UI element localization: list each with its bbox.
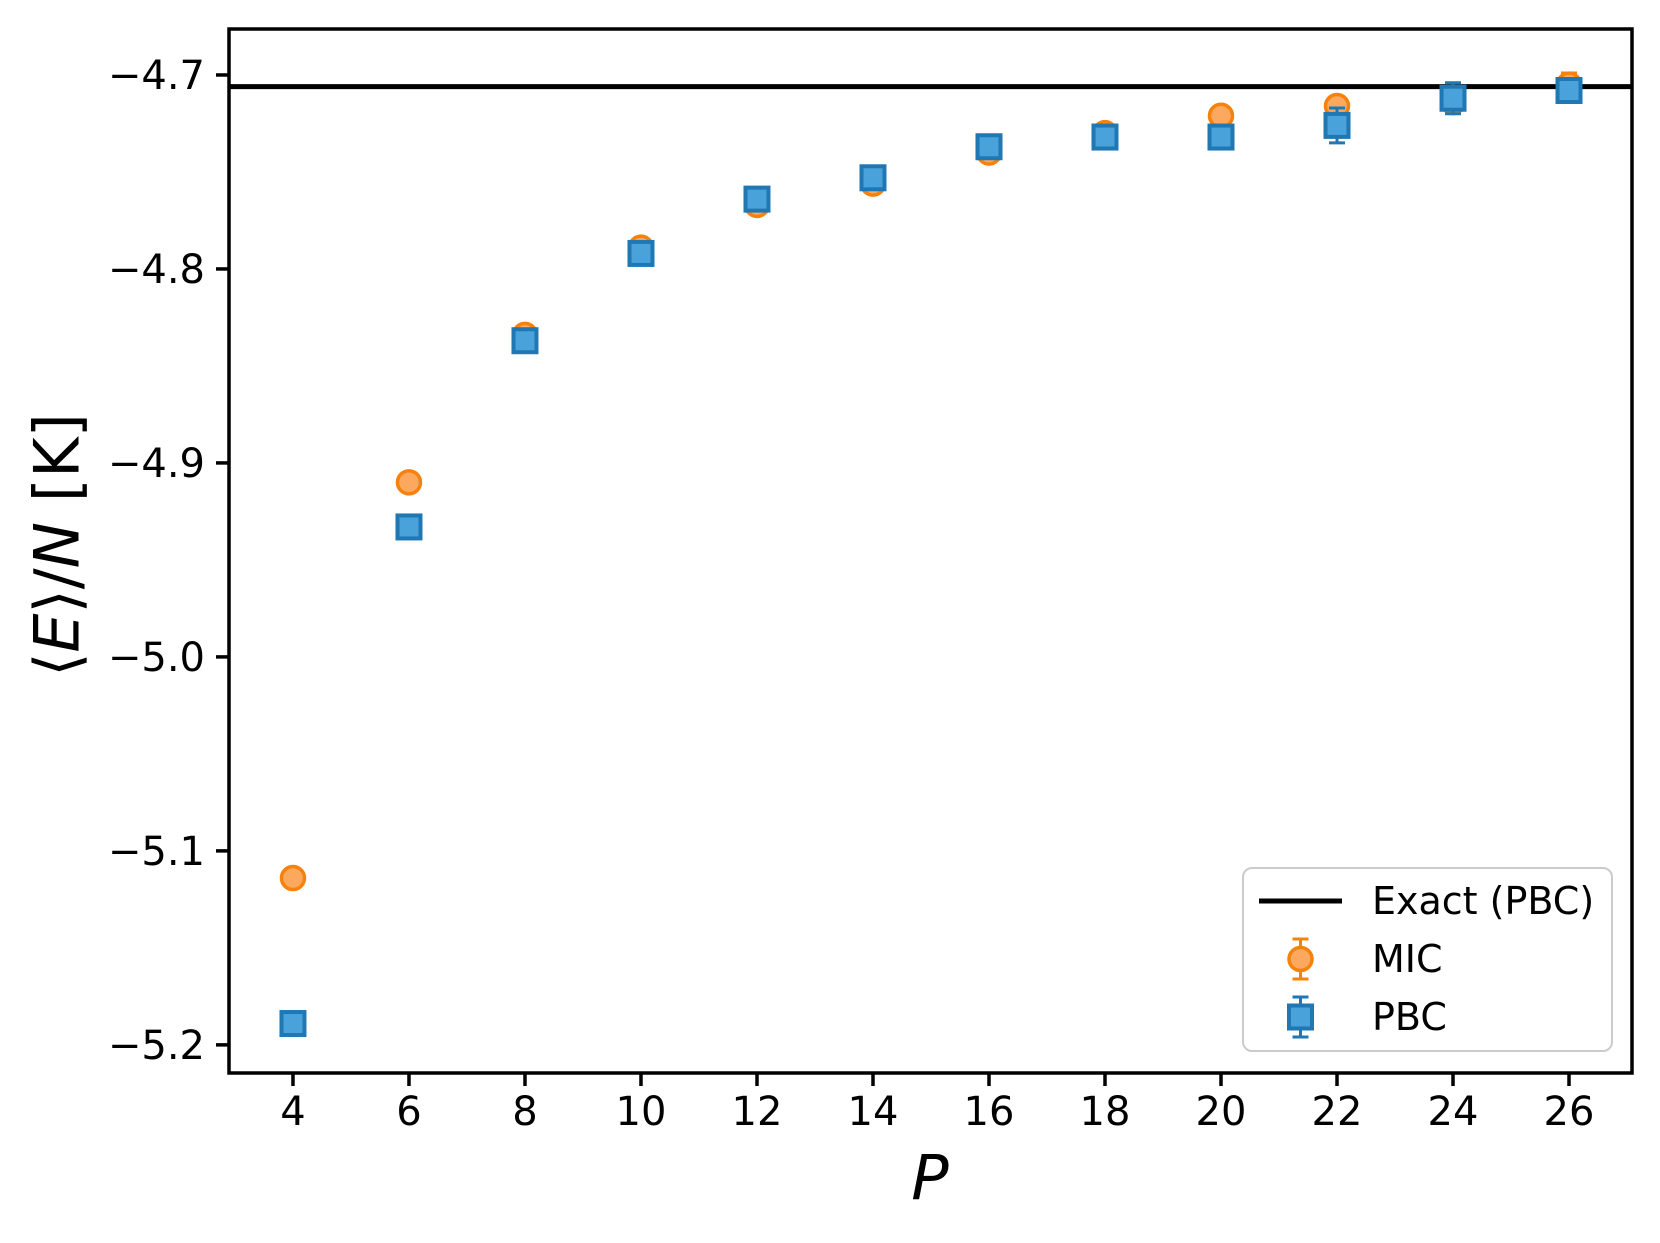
legend-label-exact: Exact (PBC) [1372, 879, 1595, 923]
x-tick-label: 12 [732, 1089, 783, 1135]
pbc-marker-icon [1287, 995, 1314, 1039]
pbc-data-point [1091, 123, 1119, 151]
legend-row-exact: Exact (PBC) [1244, 873, 1611, 929]
y-tick-label: −5.2 [108, 1023, 205, 1069]
mic-data-point [395, 469, 423, 496]
y-axis-label-part: [K] [20, 413, 94, 522]
y-axis-label-part: E [20, 613, 94, 653]
y-axis-label: ⟨E⟩/N [K] [21, 413, 94, 677]
legend-row-mic: MIC [1244, 931, 1611, 987]
pbc-data-point [511, 327, 539, 355]
pbc-data-point [975, 133, 1003, 161]
pbc-data-point [627, 239, 655, 267]
mic-marker-icon [1287, 937, 1314, 981]
x-tick-label: 8 [512, 1089, 537, 1135]
y-tick-label: −5.1 [108, 829, 205, 875]
pbc-data-point [1555, 76, 1583, 104]
pbc-data-point [395, 513, 423, 541]
x-tick-label: 26 [1544, 1089, 1595, 1135]
legend: Exact (PBC) MIC PBC [1242, 867, 1613, 1052]
y-tick-label: −4.9 [108, 441, 205, 487]
exact-line-icon [1259, 898, 1342, 904]
x-tick-label: 22 [1312, 1089, 1363, 1135]
y-axis-label-part: ⟨ [20, 652, 94, 677]
mic-data-point [279, 864, 307, 892]
y-axis-label-part: N [20, 521, 94, 569]
x-tick-label: 14 [848, 1089, 899, 1135]
pbc-data-point [743, 185, 771, 213]
axes-border [227, 27, 1634, 1075]
x-tick-label: 24 [1428, 1089, 1479, 1135]
legend-row-pbc: PBC [1244, 989, 1611, 1045]
y-axis-label-part: ⟩/ [20, 568, 94, 614]
y-tick-label: −4.8 [108, 247, 205, 293]
y-tick-label: −5.0 [108, 635, 205, 681]
y-tick-label: −4.7 [108, 53, 205, 99]
pbc-data-point [279, 1010, 307, 1038]
x-tick-label: 16 [964, 1089, 1015, 1135]
legend-label-mic: MIC [1372, 937, 1443, 981]
legend-label-pbc: PBC [1372, 995, 1447, 1039]
pbc-data-point [1323, 111, 1351, 139]
x-tick-label: 20 [1196, 1089, 1247, 1135]
x-tick-label: 6 [396, 1089, 421, 1135]
x-tick-label: 18 [1080, 1089, 1131, 1135]
x-tick-label: 10 [616, 1089, 667, 1135]
pbc-data-point [1207, 123, 1235, 151]
pbc-data-point [1439, 84, 1467, 112]
x-axis-label: P [911, 1141, 949, 1215]
pbc-data-point [859, 164, 887, 192]
x-tick-label: 4 [280, 1089, 305, 1135]
